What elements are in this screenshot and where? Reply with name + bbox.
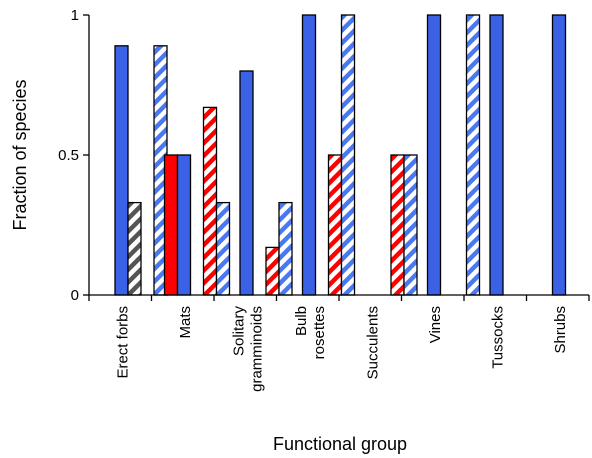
bar-4-4 [327, 154, 343, 296]
bar-6-5 [465, 14, 481, 296]
axes-group [83, 14, 590, 301]
bar-8-2 [551, 14, 567, 296]
bar-4-2 [301, 14, 317, 296]
bar-5-4 [390, 154, 405, 296]
bar-1-3 [127, 201, 142, 296]
y-tick-label: 0 [71, 287, 79, 304]
bar-3-5 [278, 201, 293, 296]
labels-group: 0 0.5 1 Erect forbs Mats Solitary gramminoids B… [58, 7, 569, 392]
x-axis-title: Functional group [273, 434, 407, 454]
y-tick-label: 0.5 [58, 147, 79, 164]
bar-1-2 [114, 45, 129, 296]
bar-2-2 [176, 154, 192, 296]
x-category-label: Erect forbs [114, 306, 131, 379]
x-category-label: Tussocks [489, 306, 506, 369]
bar-4-5 [340, 14, 356, 296]
y-axis-title: Fraction of species [10, 79, 30, 230]
x-category-label: Mats [177, 306, 194, 339]
x-category-label: Solitary [230, 306, 247, 357]
x-category-label: gramminoids [248, 306, 265, 392]
bar-3-4 [265, 246, 280, 296]
bar-2-1 [163, 154, 179, 296]
bar-6-2 [426, 14, 442, 296]
bar-7-2 [489, 14, 504, 296]
x-category-label: rosettes [311, 306, 328, 359]
x-category-label: Succulents [364, 306, 381, 379]
bar-2-4 [202, 106, 218, 296]
bar-2-5 [215, 201, 231, 296]
x-category-label: Bulb [293, 306, 310, 336]
bar-5-5 [403, 154, 418, 296]
bar-3-2 [239, 70, 254, 296]
x-category-label: Vines [427, 306, 444, 343]
y-tick-label: 1 [71, 7, 79, 24]
bars-group [114, 14, 567, 296]
x-category-label: Shrubs [552, 306, 569, 354]
